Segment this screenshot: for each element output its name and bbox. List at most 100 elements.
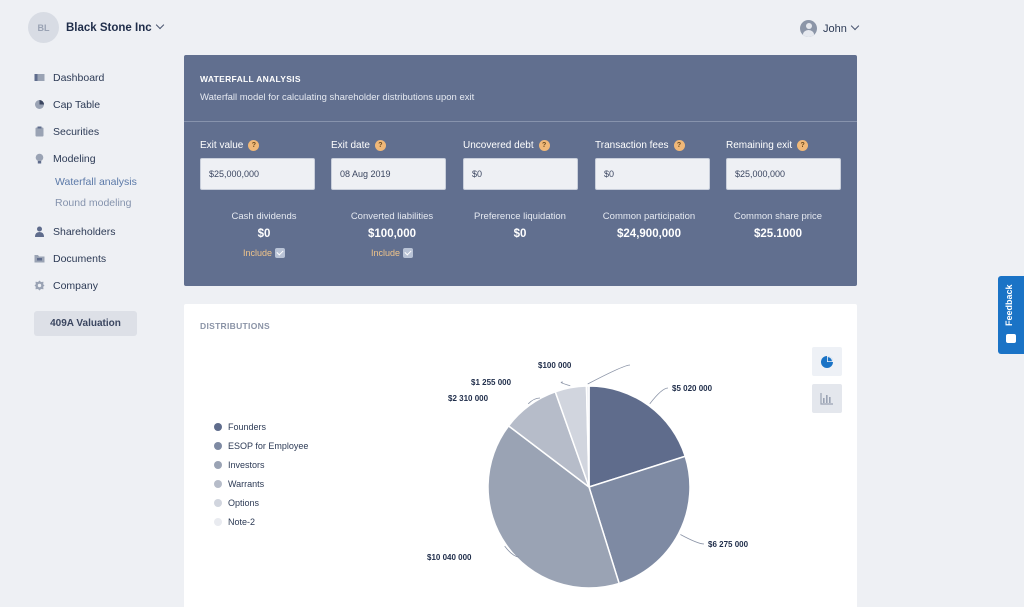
legend-item[interactable]: Options <box>214 493 308 512</box>
checkbox-icon[interactable] <box>275 248 286 258</box>
stat-label: Common participation <box>602 211 696 222</box>
folder-icon <box>34 255 45 263</box>
exit-value-input[interactable]: $25,000,000 <box>200 158 315 190</box>
sidebar-item-cap-table[interactable]: Cap Table <box>34 91 174 118</box>
pie-chart-view-button[interactable] <box>812 347 842 376</box>
sidebar-item-documents[interactable]: Documents <box>34 245 174 272</box>
feedback-label: Feedback <box>1004 284 1014 326</box>
legend-item[interactable]: Founders <box>214 417 308 436</box>
field-label: Remaining exit <box>726 139 793 151</box>
pie-data-label: $5 020 000 <box>672 384 713 393</box>
409a-valuation-button[interactable]: 409A Valuation <box>34 311 137 336</box>
legend-item[interactable]: Investors <box>214 455 308 474</box>
smiley-icon <box>1006 334 1016 343</box>
sidebar-item-dashboard[interactable]: Dashboard <box>34 64 174 91</box>
pie-chart-icon <box>821 355 833 368</box>
user-avatar-icon <box>800 20 817 37</box>
distribution-pie-chart: $5 020 000 $6 275 000 $10 040 000 $2 310 00… <box>427 361 749 589</box>
divider <box>184 121 857 122</box>
legend-swatch <box>214 460 222 469</box>
sidebar-item-shareholders[interactable]: Shareholders <box>34 218 174 245</box>
sidebar-subitem-round-modeling[interactable]: Round modeling <box>55 197 132 209</box>
sidebar-item-label: Modeling <box>53 152 96 165</box>
sidebar-item-label: Securities <box>53 125 100 138</box>
pie-data-label: $100 000 <box>538 361 572 370</box>
stat-label: Preference liquidation <box>474 211 566 222</box>
pie-data-label: $2 310 000 <box>448 394 489 403</box>
company-avatar: BL <box>28 12 59 43</box>
sidebar-item-label: Cap Table <box>53 98 101 111</box>
remaining-exit-input[interactable]: $25,000,000 <box>726 158 841 190</box>
pie-icon <box>35 100 44 109</box>
feedback-tab[interactable]: Feedback <box>998 276 1024 354</box>
sidebar-item-label: Company <box>53 279 98 292</box>
distributions-panel: DISTRIBUTIONS Founders ESOP for Employee… <box>184 304 857 607</box>
include-label: Include <box>242 248 273 258</box>
sidebar-item-label: Shareholders <box>53 225 116 238</box>
panel-subtitle: Waterfall model for calculating sharehol… <box>200 92 475 103</box>
sidebar-item-securities[interactable]: Securities <box>34 118 174 145</box>
legend-label: ESOP for Employee <box>228 440 309 451</box>
chevron-down-icon <box>155 20 164 29</box>
help-icon[interactable]: ? <box>374 139 386 151</box>
legend-item[interactable]: Note-2 <box>214 512 308 531</box>
stat-value: $100,000 <box>368 228 416 240</box>
user-name: John <box>823 22 847 35</box>
checkbox-icon[interactable] <box>403 248 414 258</box>
pie-leader-line <box>587 364 631 385</box>
legend-label: Warrants <box>228 478 265 489</box>
exit-date-field: Exit date? 08 Aug 2019 <box>331 139 446 190</box>
help-icon[interactable]: ? <box>797 139 809 151</box>
exit-value-field: Exit value? $25,000,000 <box>200 139 315 190</box>
company-name: Black Stone Inc <box>66 21 152 34</box>
legend-label: Note-2 <box>228 516 256 527</box>
user-menu[interactable]: John <box>800 20 860 37</box>
field-label: Transaction fees <box>595 139 669 151</box>
stat-value: $0 <box>513 228 527 240</box>
stat-label: Converted liabilities <box>350 211 434 222</box>
field-label: Exit date <box>331 139 370 151</box>
stat-value: $24,900,000 <box>617 228 681 240</box>
help-icon[interactable]: ? <box>538 139 550 151</box>
sidebar-item-label: Dashboard <box>53 71 105 84</box>
stat-converted-liabilities: Converted liabilities $100,000 Include <box>326 211 458 258</box>
chart-legend: Founders ESOP for Employee Investors War… <box>214 417 308 531</box>
legend-swatch <box>214 422 222 431</box>
pie-leader-line <box>680 534 705 545</box>
pie-slice-esop-for-employee[interactable] <box>588 455 691 585</box>
panel-title: WATERFALL ANALYSIS <box>200 74 301 84</box>
stat-value: $0 <box>257 228 271 240</box>
pie-slice-founders[interactable] <box>588 385 687 489</box>
include-label: Include <box>370 248 401 258</box>
remaining-exit-field: Remaining exit? $25,000,000 <box>726 139 841 190</box>
sidebar-item-modeling[interactable]: Modeling <box>34 145 174 172</box>
person-icon <box>35 226 44 237</box>
legend-item[interactable]: Warrants <box>214 474 308 493</box>
pie-leader-line <box>649 387 669 405</box>
sidebar-subitem-waterfall-analysis[interactable]: Waterfall analysis <box>55 176 137 188</box>
stat-value: $25.1000 <box>754 228 802 240</box>
panel-title: DISTRIBUTIONS <box>200 321 271 331</box>
clipboard-icon <box>35 126 44 137</box>
include-toggle[interactable]: Include <box>326 248 458 258</box>
help-icon[interactable]: ? <box>248 139 260 151</box>
stat-label: Common share price <box>733 211 823 222</box>
legend-item[interactable]: ESOP for Employee <box>214 436 308 455</box>
pie-slice-note-2[interactable] <box>585 385 590 488</box>
legend-label: Investors <box>228 459 265 470</box>
pie-data-label: $1 255 000 <box>471 378 512 387</box>
bar-chart-view-button[interactable] <box>812 384 842 413</box>
uncovered-debt-input[interactable]: $0 <box>463 158 578 190</box>
sidebar-item-label: Documents <box>53 252 107 265</box>
pie-data-label: $6 275 000 <box>708 540 749 549</box>
legend-swatch <box>214 479 222 488</box>
sidebar-item-company[interactable]: Company <box>34 272 174 299</box>
pie-leader-line <box>504 545 520 558</box>
help-icon[interactable]: ? <box>673 139 685 151</box>
exit-date-input[interactable]: 08 Aug 2019 <box>331 158 446 190</box>
company-switcher[interactable]: BL Black Stone Inc <box>28 12 164 43</box>
pie-slice-investors[interactable] <box>487 424 621 589</box>
include-toggle[interactable]: Include <box>198 248 330 258</box>
transaction-fees-input[interactable]: $0 <box>595 158 710 190</box>
stat-common-participation: Common participation $24,900,000 <box>583 211 715 240</box>
